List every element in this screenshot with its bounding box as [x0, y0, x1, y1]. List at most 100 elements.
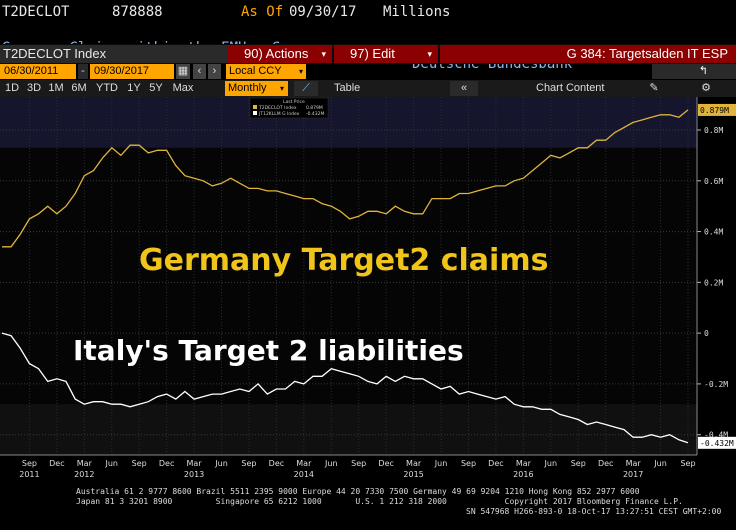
x-tick-label: Jun: [324, 459, 338, 468]
table-label: Table: [334, 82, 361, 94]
asof-label: As Of: [241, 4, 284, 20]
x-year-label: 2013: [184, 470, 204, 479]
edit-label: 97) Edit: [350, 46, 395, 61]
footer-line-2: Japan 81 3 3201 8900 Singapore 65 6212 1…: [76, 497, 683, 506]
range-tab-1y[interactable]: 1Y: [127, 82, 141, 94]
range-tab-1m[interactable]: 1M: [48, 82, 64, 94]
range-tab-6m[interactable]: 6M: [71, 82, 87, 94]
x-year-label: 2017: [623, 470, 643, 479]
chart-content-button[interactable]: Chart Content: [536, 81, 626, 96]
x-tick-label: Jun: [544, 459, 558, 468]
x-tick-label: Dec: [159, 459, 174, 468]
series-line-germany: [2, 109, 689, 248]
x-tick-label: Sep: [132, 459, 147, 468]
actions-button[interactable]: 90) Actions ▾: [228, 45, 332, 63]
calendar-icon[interactable]: ▦: [176, 64, 190, 79]
x-year-label: 2015: [403, 470, 423, 479]
edit-button[interactable]: 97) Edit ▾: [334, 45, 438, 63]
x-tick-label: Sep: [571, 459, 586, 468]
germany-annotation: Germany Target2 claims: [139, 243, 548, 278]
period-select[interactable]: Monthly ▾: [225, 81, 288, 96]
y-tick-label: 0: [704, 329, 709, 338]
chevron-left-icon[interactable]: ‹: [193, 64, 206, 79]
chevron-right-icon[interactable]: ›: [208, 64, 221, 79]
series-line-italy: [1, 332, 689, 444]
x-tick-label: Mar: [406, 459, 422, 468]
currency: Local CCY: [229, 65, 282, 77]
y-tick-label: -0.2M: [704, 380, 728, 389]
start-date-input[interactable]: 06/30/2011: [0, 64, 76, 79]
x-tick-label: Sep: [461, 459, 476, 468]
x-tick-label: Mar: [187, 459, 203, 468]
edit-icon[interactable]: ✎: [649, 82, 659, 94]
index-field[interactable]: T2DECLOT Index: [0, 45, 228, 63]
y-tick-label: -0.4M: [704, 431, 728, 440]
legend-series2: JT12KLLM G Index: [258, 111, 300, 117]
footer-line-1: Australia 61 2 9777 8600 Brazil 5511 239…: [76, 487, 640, 496]
x-tick-label: Jun: [653, 459, 667, 468]
x-tick-label: Sep: [351, 459, 366, 468]
x-year-label: 2014: [294, 470, 314, 479]
description-bar: Germany Claims within the EMU - Currenc.…: [0, 24, 736, 72]
last-value-label: -0.432M: [700, 439, 734, 448]
x-tick-label: Mar: [626, 459, 642, 468]
y-tick-label: 0.8M: [704, 126, 723, 135]
last-value-tag: [698, 103, 736, 116]
bottom-band: [0, 404, 697, 455]
gear-icon[interactable]: ⚙: [701, 82, 711, 94]
collapse-icon[interactable]: «: [450, 81, 478, 96]
x-tick-label: Dec: [488, 459, 503, 468]
chevron-down-icon: ▾: [427, 49, 432, 59]
range-tab-5y[interactable]: 5Y: [149, 82, 163, 94]
chart-svg: 0.8M 0.6M 0.4M 0.2M 0 -0.2M -0.4M Sep Dec Mar Jun S…: [0, 97, 736, 479]
legend-series1-value: 0.879M: [306, 105, 323, 111]
x-tick-label: Dec: [269, 459, 284, 468]
range-tabs: 1D 3D 1M 6M YTD 1Y 5Y Max Monthly ▾ ⟋ Table « Ch…: [0, 80, 736, 97]
x-tick-label: Mar: [516, 459, 532, 468]
italy-annotation: Italy's Target 2 liabilities: [73, 334, 464, 367]
x-tick-label: Mar: [296, 459, 312, 468]
chart: 0.8M 0.6M 0.4M 0.2M 0 -0.2M -0.4M Sep Dec Mar Jun S…: [0, 97, 736, 485]
back-button[interactable]: ↰: [652, 64, 736, 79]
legend-swatch-italy: [253, 111, 257, 115]
range-tab-ytd[interactable]: YTD: [96, 82, 118, 94]
x-tick-label: Sep: [241, 459, 256, 468]
header-bar: T2DECLOT 878888 As Of 09/30/17 Millions: [0, 0, 736, 24]
y-tick-label: 0.4M: [704, 228, 723, 237]
plot-background: [0, 97, 697, 455]
x-year-label: 2016: [513, 470, 533, 479]
period-label: Monthly: [228, 82, 267, 94]
chart-content-label: Chart Content: [536, 82, 605, 94]
asof-date: 09/30/17: [289, 4, 357, 20]
chevron-down-icon: ▾: [279, 84, 284, 93]
legend-series2-value: -0.432M: [306, 111, 325, 117]
toolbar: T2DECLOT Index 90) Actions ▾ 97) Edit ▾ G …: [0, 44, 736, 64]
code: 878888: [112, 4, 163, 20]
x-year-label: 2012: [74, 470, 94, 479]
line-chart-icon[interactable]: ⟋: [294, 81, 318, 96]
end-date: 09/30/2017: [94, 65, 150, 77]
units: Millions: [383, 4, 451, 20]
last-value-tag: [698, 436, 736, 449]
date-controls: 06/30/2011 - 09/30/2017 ▦ ‹ › Local CCY ▾…: [0, 63, 736, 81]
x-tick-label: Mar: [77, 459, 93, 468]
range-tab-3d[interactable]: 3D: [26, 82, 42, 94]
table-tab[interactable]: Table: [334, 81, 374, 96]
end-date-input[interactable]: 09/30/2017: [90, 64, 174, 79]
range-tab-max[interactable]: Max: [172, 82, 194, 94]
currency-select[interactable]: Local CCY ▾: [226, 64, 306, 79]
chevron-down-icon: ▾: [321, 49, 326, 59]
x-tick-label: Dec: [598, 459, 613, 468]
page-title-button[interactable]: G 384: Targetsalden IT ESP: [440, 45, 736, 63]
footer-line-3: SN 547968 H266-893-0 18-Oct-17 13:27:51 …: [466, 507, 722, 516]
legend-box: [249, 97, 329, 119]
x-tick-label: Jun: [434, 459, 448, 468]
legend-series1: T2DECLOT Index: [258, 105, 297, 111]
axis-background: [697, 97, 736, 455]
x-tick-label: Jun: [214, 459, 228, 468]
index-label: T2DECLOT Index: [3, 46, 107, 61]
range-tab-1d[interactable]: 1D: [4, 82, 20, 94]
x-tick-label: Sep: [680, 459, 695, 468]
x-tick-label: Jun: [105, 459, 119, 468]
top-band: [0, 97, 697, 148]
